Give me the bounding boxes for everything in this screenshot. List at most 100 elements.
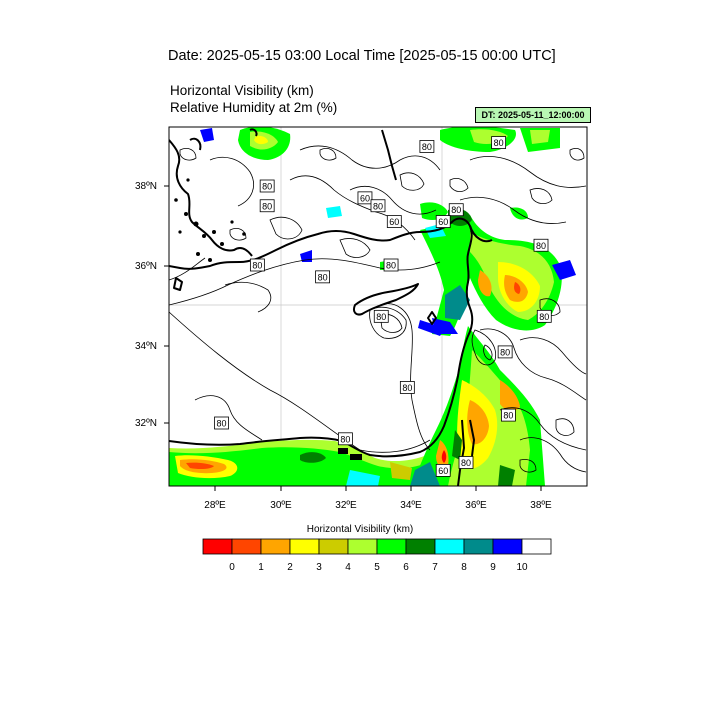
contour-label-text: 80: [461, 458, 471, 468]
colorbar-swatch: [405, 538, 436, 555]
contour-label: 80: [373, 309, 389, 323]
contour-label: 80: [497, 345, 513, 359]
contour-label: 60: [386, 215, 402, 228]
colorbar-swatch: [231, 538, 262, 555]
lon-tick-label: 38ºE: [530, 500, 552, 511]
contour-label-box: [386, 215, 402, 228]
contour-label-box: [500, 408, 516, 422]
lon-tick-label: 28ºE: [204, 500, 226, 511]
contour-label: 80: [419, 140, 435, 153]
contour-label-text: 60: [360, 193, 370, 203]
colorbar-swatch: [318, 538, 349, 555]
contour-label-text: 80: [494, 138, 504, 148]
contour-label: 80: [458, 456, 474, 469]
contour-label-text: 80: [318, 272, 328, 282]
visibility-shading-north-africa: [169, 439, 440, 486]
contour-label-box: [435, 215, 451, 228]
lon-tick-labels: 28ºE 30ºE 32ºE 34ºE 36ºE 38ºE: [204, 500, 552, 511]
map-plot-area: [169, 127, 587, 486]
contour-label-text: 80: [422, 142, 432, 152]
contour-label: 60: [357, 191, 373, 205]
colorbar-label: 1: [258, 562, 264, 573]
colorbar-swatch: [260, 538, 291, 555]
lon-tick-label: 30ºE: [270, 500, 292, 511]
colorbar-swatch: [521, 538, 552, 555]
contour-label-text: 80: [539, 312, 549, 322]
contour-label-box: [458, 456, 474, 469]
contour-label-box: [497, 345, 513, 359]
lat-tick-label: 36ºN: [135, 261, 157, 272]
contour-label-text: 80: [376, 312, 386, 322]
contour-label-text: 80: [451, 205, 461, 215]
visibility-shading-levant: [410, 326, 545, 486]
contour-label-box: [419, 140, 435, 153]
contour-label: 80: [337, 432, 353, 446]
colorbar-label: 0: [229, 562, 235, 573]
contour-label: 80: [259, 179, 275, 193]
contour-label-text: 80: [402, 383, 412, 393]
contour-label: 80: [536, 309, 552, 323]
field-title-visibility: Horizontal Visibility (km): [170, 83, 314, 98]
contour-label: 80: [500, 408, 516, 422]
axis-ticks: [164, 185, 542, 491]
contour-label: 80: [249, 258, 265, 272]
contour-label-text: 80: [373, 201, 383, 211]
contour-label-box: [214, 416, 229, 430]
colorbar-label: 2: [287, 562, 293, 573]
contour-label-box: [536, 309, 552, 323]
contour-label-box: [370, 199, 386, 213]
contour-label-box: [383, 258, 399, 272]
contour-label: 80: [259, 199, 275, 213]
field-title-humidity: Relative Humidity at 2m (%): [170, 100, 338, 115]
map-title: Date: 2025-05-15 03:00 Local Time [2025-…: [168, 48, 556, 64]
colorbar-label: 3: [316, 562, 322, 573]
contour-label-box: [259, 199, 275, 213]
contour-label-text: 60: [438, 217, 448, 227]
contour-label-text: 80: [386, 261, 396, 271]
colorbar-swatch: [376, 538, 407, 555]
contour-label: 80: [214, 416, 229, 430]
colorbar-label: 4: [345, 562, 351, 573]
colorbar-swatch: [202, 538, 233, 555]
contour-label: 80: [533, 238, 549, 252]
contour-label-box: [399, 381, 415, 394]
contour-label: 60: [435, 463, 451, 477]
contour-label-text: 80: [500, 347, 510, 357]
contour-label-box: [357, 191, 373, 205]
contour-label: 80: [315, 270, 330, 284]
contour-label-box: [259, 179, 275, 193]
colorbar-label: 7: [432, 562, 438, 573]
contour-label: 80: [491, 136, 507, 149]
visibility-shading-syria-turkey: [418, 202, 576, 336]
colorbar-swatch: [434, 538, 465, 555]
contour-label-text: 80: [252, 261, 262, 271]
aegean-islands: [174, 178, 362, 460]
map-frame: [168, 126, 588, 487]
contour-label-text: 80: [536, 241, 546, 251]
contour-label-text: 80: [217, 419, 227, 429]
colorbar: 0 1 2 3 4 5 6 7 8 9 10: [202, 538, 552, 573]
colorbar-title: Horizontal Visibility (km): [306, 524, 414, 535]
init-time-badge: DT: 2025-05-11_12:00:00: [475, 107, 591, 123]
contour-label-box: [533, 238, 549, 252]
contour-label-box: [448, 203, 464, 217]
lon-tick-label: 34ºE: [400, 500, 422, 511]
lat-tick-label: 32ºN: [135, 418, 157, 429]
contour-label: 60: [435, 215, 451, 228]
contour-label-box: [315, 270, 330, 284]
lat-tick-label: 38ºN: [135, 181, 157, 192]
contour-label-box: [491, 136, 507, 149]
colorbar-label: 8: [461, 562, 467, 573]
colorbar-label: 10: [516, 562, 528, 573]
colorbar-label: 5: [374, 562, 380, 573]
contour-label-text: 80: [262, 182, 272, 192]
contour-label-box: [373, 309, 389, 323]
visibility-shading-anatolia: [200, 127, 560, 270]
contour-label: 80: [383, 258, 399, 272]
colorbar-swatch: [492, 538, 523, 555]
lat-tick-labels: 38ºN 36ºN 34ºN 32ºN: [135, 181, 157, 429]
contour-label-text: 80: [262, 201, 272, 211]
colorbar-swatch: [463, 538, 494, 555]
